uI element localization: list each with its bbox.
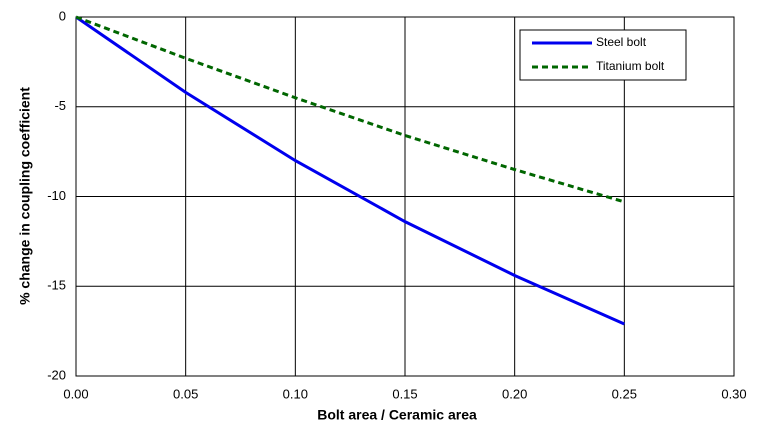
plot-frame bbox=[75, 16, 735, 377]
x-tick-label: 0.25 bbox=[612, 386, 637, 401]
series-line bbox=[75, 15, 625, 204]
x-axis-title: Bolt area / Ceramic area bbox=[317, 407, 477, 423]
series-line bbox=[75, 15, 625, 326]
x-tick-label: 0.00 bbox=[63, 386, 88, 401]
y-tick-label: -5 bbox=[54, 98, 66, 113]
x-tick-label: 0.10 bbox=[283, 386, 308, 401]
legend-box bbox=[519, 29, 687, 81]
y-tick-label: -20 bbox=[47, 367, 66, 382]
x-tick-label: 0.30 bbox=[721, 386, 746, 401]
y-tick-label: -10 bbox=[47, 188, 66, 203]
x-tick-label: 0.15 bbox=[392, 386, 417, 401]
legend-label: Titanium bolt bbox=[596, 59, 665, 73]
y-axis-title: % change in coupling coefficient bbox=[17, 87, 33, 305]
x-tick-label: 0.05 bbox=[173, 386, 198, 401]
legend-label: Steel bolt bbox=[596, 35, 647, 49]
y-tick-label: 0 bbox=[59, 8, 66, 23]
y-tick-label: -15 bbox=[47, 278, 66, 293]
x-tick-label: 0.20 bbox=[502, 386, 527, 401]
